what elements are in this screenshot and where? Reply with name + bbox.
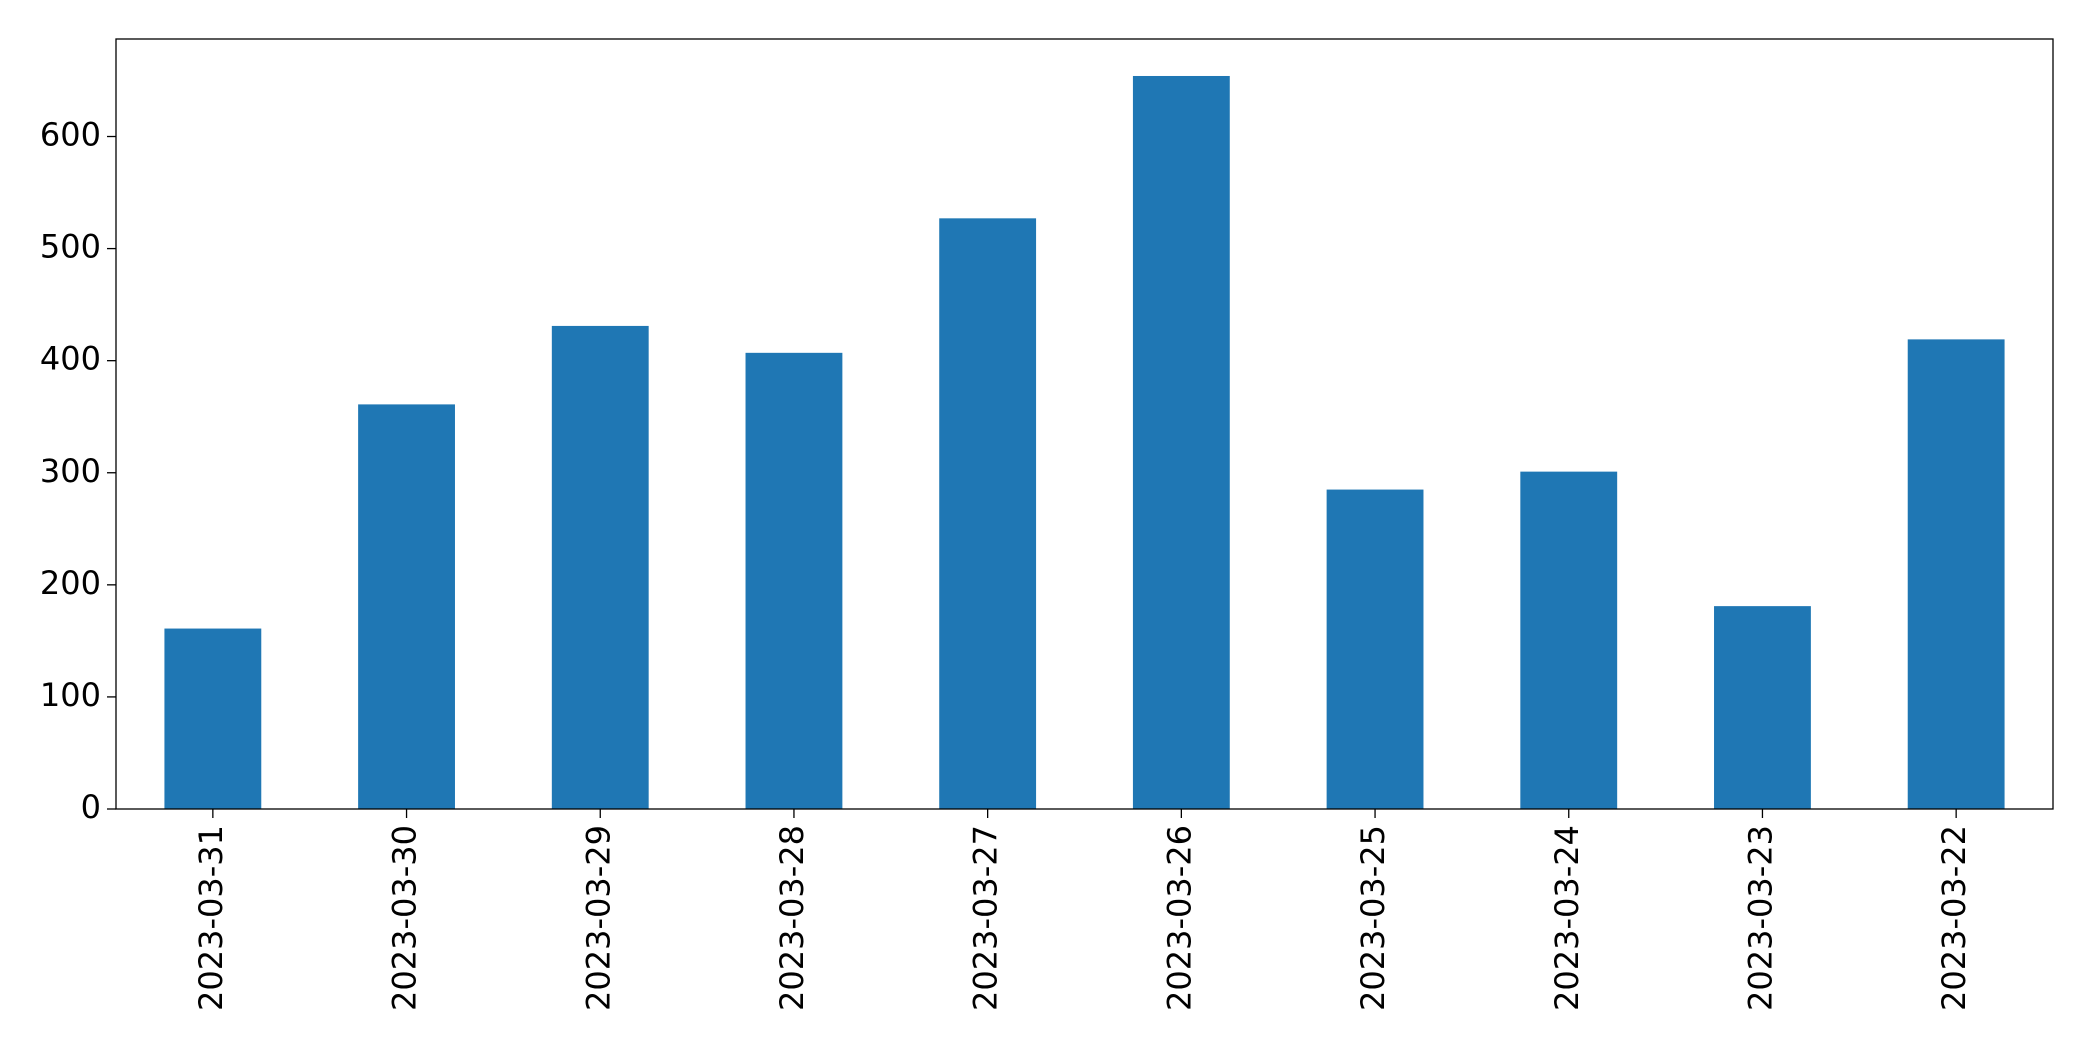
bar [939,218,1037,809]
y-tick-label: 200 [40,564,101,602]
bar [745,352,843,809]
bar [1326,489,1424,809]
y-tick-label: 500 [40,228,101,266]
x-tick-label: 2023-03-31 [192,825,230,1011]
bar [164,628,262,809]
bar [1714,606,1811,809]
y-tick-label: 300 [40,452,101,490]
x-tick-label: 2023-03-25 [1354,825,1392,1011]
bar [1907,339,2005,809]
bar [551,325,649,809]
y-tick-label: 0 [81,788,101,826]
x-tick-label: 2023-03-22 [1935,825,1973,1011]
x-tick-label: 2023-03-29 [579,825,617,1011]
y-tick-label: 100 [40,676,101,714]
x-tick-label: 2023-03-26 [1160,825,1198,1011]
bar [358,404,455,809]
x-tick-label: 2023-03-24 [1548,825,1586,1011]
x-tick-label: 2023-03-30 [386,825,424,1011]
bar [1132,75,1230,810]
bar [1520,471,1618,809]
y-tick-label: 600 [40,116,101,154]
y-tick-label: 400 [40,340,101,378]
x-tick-label: 2023-03-23 [1741,825,1779,1011]
plot-frame [115,38,2054,810]
x-tick-label: 2023-03-28 [773,825,811,1011]
x-tick-label: 2023-03-27 [967,825,1005,1011]
